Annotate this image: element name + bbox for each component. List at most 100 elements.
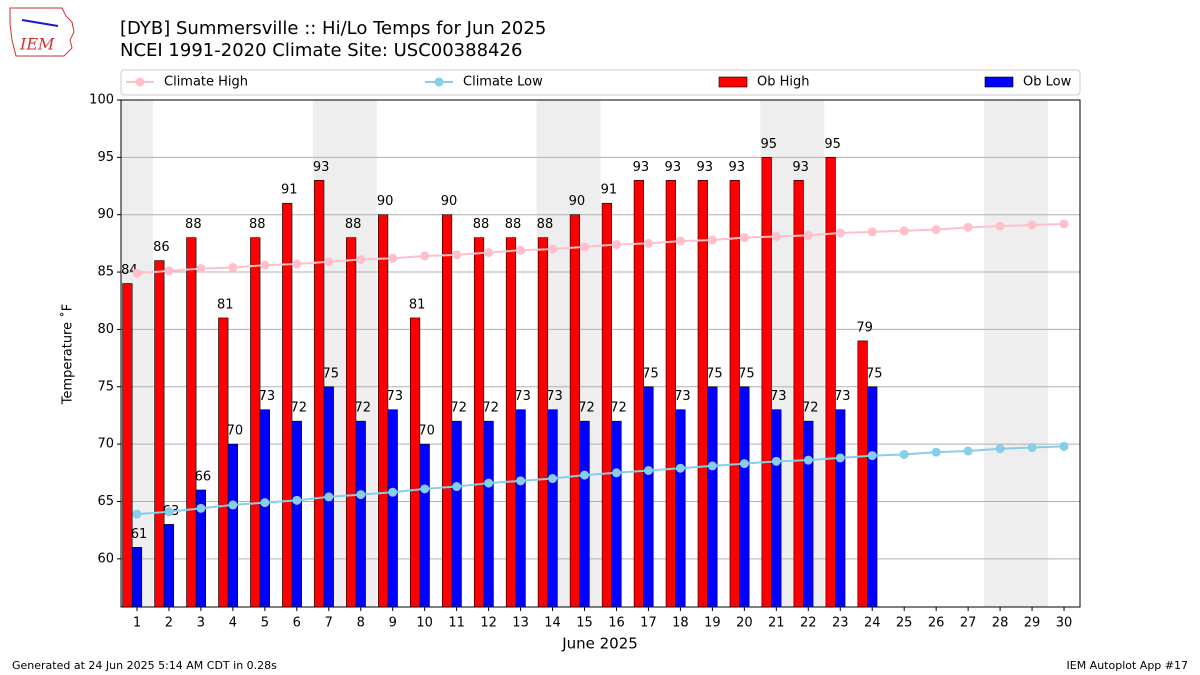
bar-label: 75 xyxy=(738,366,755,381)
point xyxy=(931,225,941,235)
point xyxy=(548,474,558,484)
point xyxy=(1027,443,1037,453)
bar-label: 88 xyxy=(537,217,554,232)
x-tick-label: 22 xyxy=(800,616,817,631)
point xyxy=(835,228,845,238)
legend: Climate High Climate Low Ob High Ob Low xyxy=(120,69,1081,96)
point xyxy=(228,262,238,272)
bar-label: 93 xyxy=(792,160,809,175)
legend-label: Ob Low xyxy=(1023,75,1072,90)
bar-label: 93 xyxy=(665,160,682,175)
bar xyxy=(378,214,389,608)
point xyxy=(643,238,653,248)
bar-label: 88 xyxy=(249,217,266,232)
bar-label: 88 xyxy=(473,217,490,232)
bar xyxy=(707,386,718,608)
bar xyxy=(355,420,366,608)
bar xyxy=(473,237,485,608)
bar xyxy=(515,409,526,608)
point xyxy=(675,236,685,246)
x-tick-label: 18 xyxy=(672,616,689,631)
bar xyxy=(835,409,846,608)
y-tick-label: 95 xyxy=(97,150,114,165)
bar xyxy=(250,237,261,608)
x-tick-label: 14 xyxy=(544,616,561,631)
point xyxy=(995,221,1005,231)
point xyxy=(739,459,749,469)
point xyxy=(867,227,877,237)
point xyxy=(963,446,973,456)
bar xyxy=(291,420,302,608)
y-tick-label: 80 xyxy=(97,322,114,337)
x-tick-label: 4 xyxy=(229,616,237,631)
point xyxy=(643,466,653,475)
bar-label: 73 xyxy=(386,389,403,404)
bar-label: 90 xyxy=(377,194,394,209)
point xyxy=(388,253,398,263)
bar-label: 73 xyxy=(514,389,531,404)
legend-label: Climate High xyxy=(164,75,248,90)
point xyxy=(963,222,973,232)
x-tick-label: 13 xyxy=(512,616,529,631)
bar-label: 73 xyxy=(674,389,691,404)
point xyxy=(611,468,621,478)
bar-label: 91 xyxy=(281,183,298,198)
point xyxy=(132,509,142,519)
y-axis-label: Temperature ˚F xyxy=(60,304,76,405)
chart-title: [DYB] Summersville :: Hi/Lo Temps for Ju… xyxy=(120,18,546,39)
point xyxy=(707,461,717,471)
point xyxy=(580,470,590,480)
bar xyxy=(761,157,772,608)
bar-label: 75 xyxy=(706,366,723,381)
bar-label: 75 xyxy=(866,366,883,381)
bar-label: 81 xyxy=(217,297,234,312)
bar xyxy=(579,420,590,608)
point xyxy=(324,257,334,267)
bar-label: 88 xyxy=(185,217,202,232)
x-tick-label: 20 xyxy=(736,616,753,631)
y-tick-label: 70 xyxy=(97,437,114,452)
logo: IEM xyxy=(9,7,75,57)
bar-label: 90 xyxy=(441,194,458,209)
line xyxy=(136,222,1065,275)
bar xyxy=(483,420,494,608)
bar xyxy=(505,237,517,608)
bar-label: 73 xyxy=(259,389,276,404)
bar-label: 75 xyxy=(323,366,340,381)
y-tick-label: 65 xyxy=(97,494,114,509)
x-tick-label: 24 xyxy=(864,616,881,631)
point xyxy=(420,251,430,261)
point xyxy=(164,266,174,276)
point xyxy=(356,490,366,500)
line xyxy=(136,445,1065,516)
bar-label: 79 xyxy=(856,320,873,335)
bar-label: 61 xyxy=(131,527,148,542)
bar-label: 72 xyxy=(802,401,819,416)
bar xyxy=(218,317,229,608)
logo-outline xyxy=(9,7,75,57)
point xyxy=(1059,441,1069,451)
bar-label: 73 xyxy=(546,389,563,404)
bar-label: 72 xyxy=(482,401,499,416)
legend-label: Climate Low xyxy=(463,75,543,90)
bar xyxy=(154,260,165,608)
bar xyxy=(611,420,622,608)
x-tick-label: 30 xyxy=(1056,616,1073,631)
point xyxy=(516,245,526,255)
point xyxy=(452,482,462,492)
legend-swatch xyxy=(984,76,1014,88)
bar xyxy=(387,409,398,608)
bar-label: 72 xyxy=(291,401,308,416)
point xyxy=(484,248,494,258)
point xyxy=(675,463,685,473)
point xyxy=(1059,219,1069,229)
bar-label: 90 xyxy=(569,194,586,209)
x-tick-label: 29 xyxy=(1024,616,1041,631)
point xyxy=(484,478,494,488)
bar-label: 72 xyxy=(610,401,627,416)
point xyxy=(164,507,174,517)
bar-label: 72 xyxy=(354,401,371,416)
point xyxy=(899,449,909,459)
point xyxy=(196,503,206,513)
